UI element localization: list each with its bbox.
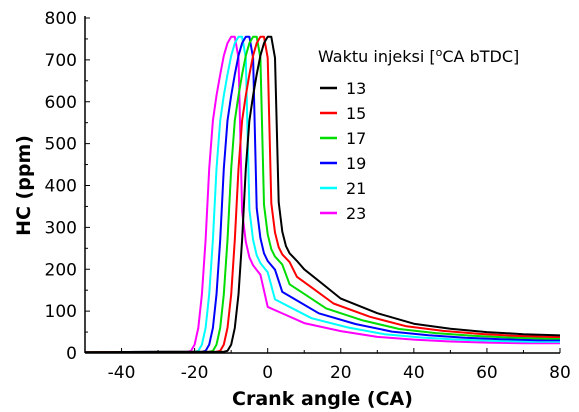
legend-title-end: CA bTDC]	[442, 47, 519, 66]
series-line-17	[84, 35, 560, 354]
legend-label-21: 21	[346, 179, 366, 198]
x-tick-label: 40	[403, 363, 425, 383]
y-tick-label: 400	[45, 177, 77, 197]
y-tick-label: 0	[66, 344, 77, 364]
legend-label-23: 23	[346, 204, 366, 223]
y-axis-ticks: 0 100 200 300 400 500 600 700 800	[45, 9, 90, 364]
x-axis-ticks: -40 -20 0 20 40 60 80	[84, 348, 571, 383]
legend-label-13: 13	[346, 79, 366, 98]
legend-label-19: 19	[346, 154, 366, 173]
y-axis-title: HC (ppm)	[13, 135, 35, 236]
x-axis-title: Crank angle (CA)	[232, 388, 413, 410]
x-tick-label: 20	[330, 363, 352, 383]
y-tick-label: 800	[45, 9, 77, 29]
legend-title-degree: o	[436, 46, 443, 59]
legend-title-main: Waktu injeksi [	[318, 47, 436, 66]
y-tick-label: 600	[45, 93, 77, 113]
y-tick-label: 500	[45, 135, 77, 155]
axes	[84, 16, 560, 354]
y-tick-label: 700	[45, 51, 77, 71]
x-tick-label: 80	[549, 363, 571, 383]
y-tick-label: 100	[45, 302, 77, 322]
y-tick-label: 300	[45, 218, 77, 238]
legend-label-15: 15	[346, 104, 366, 123]
x-tick-label: -20	[181, 363, 209, 383]
series-line-15	[84, 35, 560, 354]
x-tick-label: 60	[476, 363, 498, 383]
series-lines	[84, 35, 561, 354]
y-tick-label: 200	[45, 260, 77, 280]
legend-label-17: 17	[346, 129, 366, 148]
series-line-13	[84, 35, 561, 354]
x-tick-label: 0	[262, 363, 273, 383]
x-tick-label: -40	[108, 363, 136, 383]
legend: Waktu injeksi [oCA bTDC] 13 15 17 19 21 23	[318, 46, 519, 224]
legend-title: Waktu injeksi [oCA bTDC]	[318, 46, 519, 67]
